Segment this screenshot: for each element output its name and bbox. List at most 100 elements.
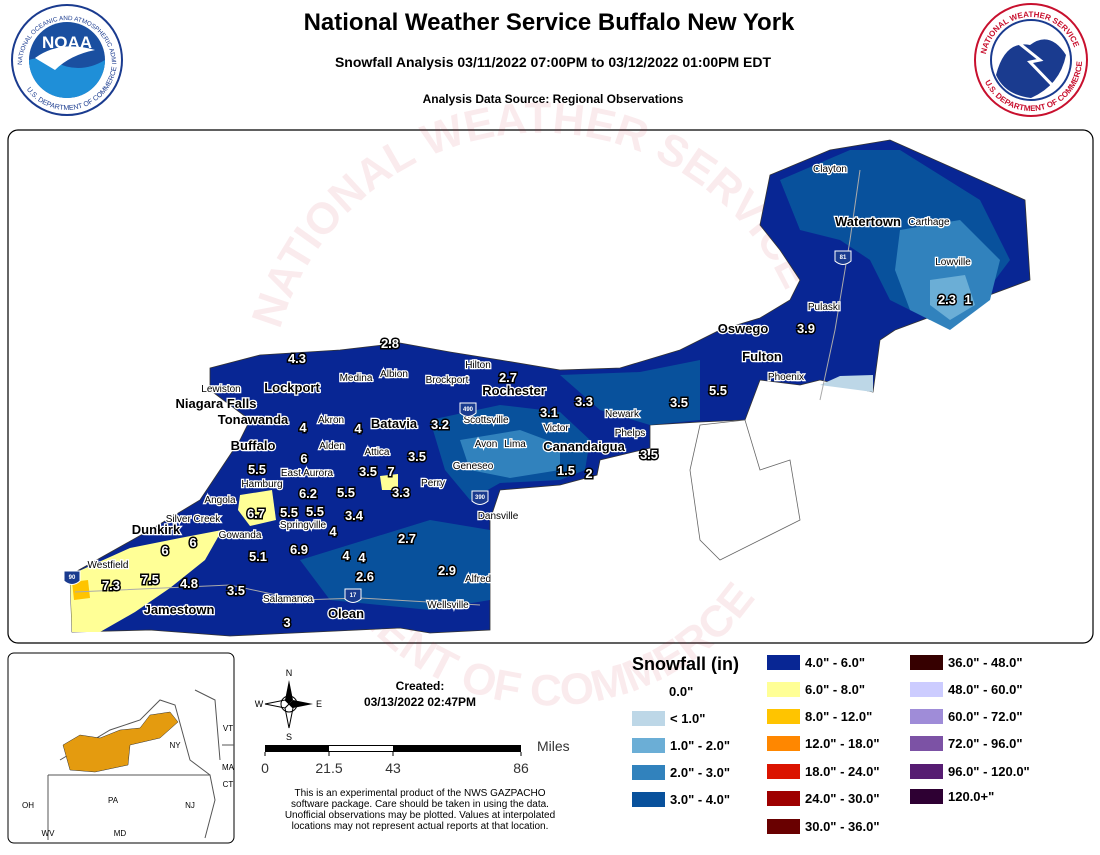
snowfall-value: 4 — [358, 550, 366, 565]
snowfall-value: 3.5 — [408, 449, 426, 464]
legend-label: 4.0" - 6.0" — [805, 655, 865, 670]
legend-swatch — [767, 764, 800, 779]
snowfall-value: 6.2 — [299, 486, 317, 501]
legend-label: 2.0" - 3.0" — [670, 765, 730, 780]
snowfall-value: 4 — [342, 548, 350, 563]
snowfall-value: 3.3 — [575, 394, 593, 409]
city-label: Medina — [340, 373, 373, 384]
city-label: Rochester — [482, 383, 546, 398]
legend-swatch — [910, 764, 943, 779]
highway-shield — [344, 588, 362, 603]
legend-label: 36.0" - 48.0" — [948, 655, 1022, 670]
inset-label: CT — [223, 780, 234, 789]
snowfall-value: 6 — [161, 543, 168, 558]
legend-swatch — [910, 789, 943, 804]
city-label: Hamburg — [241, 479, 282, 490]
snowfall-map — [69, 139, 1031, 637]
city-label: Oswego — [718, 321, 769, 336]
snowfall-value: 2 — [585, 466, 592, 481]
inset-label: MD — [114, 829, 127, 838]
snowfall-value: 4 — [299, 420, 307, 435]
city-label: Newark — [605, 409, 640, 420]
created-date: 03/13/2022 02:47PM — [364, 695, 476, 709]
legend-swatch — [910, 655, 943, 670]
snowfall-value: 5.5 — [337, 485, 355, 500]
legend-swatch — [767, 819, 800, 834]
highway-number: 81 — [840, 255, 847, 261]
legend-swatch — [632, 792, 665, 807]
city-label: Attica — [364, 447, 389, 458]
legend-swatch — [910, 736, 943, 751]
city-label: Alden — [319, 441, 345, 452]
city-label: Springville — [280, 520, 327, 531]
snowfall-value: 6.7 — [247, 506, 265, 521]
city-label: Albion — [380, 369, 408, 380]
snowfall-value: 7.5 — [141, 572, 159, 587]
snowfall-value: 5.5 — [280, 505, 298, 520]
snowfall-value: 5.5 — [248, 462, 266, 477]
city-label: Phoenix — [768, 372, 804, 383]
compass-letter: S — [286, 732, 292, 742]
snowfall-value: 1.5 — [557, 463, 575, 478]
compass-letter: N — [286, 668, 293, 678]
city-label: Dansville — [478, 511, 519, 522]
city-label: Westfield — [88, 560, 129, 571]
legend-label: 120.0+" — [948, 789, 994, 804]
scale-tick-label: 0 — [261, 760, 269, 776]
snowfall-value: 4 — [329, 524, 337, 539]
city-label: Angola — [204, 495, 236, 506]
map-labels: Clayton Watertown Carthage Lowville Pulaski O… — [63, 163, 973, 632]
city-label: Niagara Falls — [176, 396, 257, 411]
nws-logo: NATIONAL WEATHER SERVICE U.S. DEPARTMENT… — [974, 3, 1088, 117]
legend-swatch — [632, 738, 665, 753]
compass — [264, 680, 313, 729]
legend-label: 8.0" - 12.0" — [805, 709, 872, 724]
snowfall-value: 7 — [387, 464, 394, 479]
legend-swatch — [632, 765, 665, 780]
city-label: Wellsville — [427, 600, 469, 611]
snowfall-value: 2.8 — [381, 336, 399, 351]
city-label: Victor — [543, 423, 569, 434]
created-label: Created: — [396, 679, 445, 693]
snowfall-value: 7.3 — [102, 578, 120, 593]
legend-swatch — [767, 791, 800, 806]
compass-letter: W — [255, 699, 264, 709]
city-label: Olean — [328, 606, 364, 621]
snowfall-value: 3.5 — [640, 447, 658, 462]
highway-number: 90 — [69, 575, 76, 581]
snowfall-value: 4 — [354, 421, 362, 436]
highway-shield — [459, 402, 477, 417]
inset-label: WV — [42, 829, 56, 838]
snowfall-value: 3.5 — [227, 583, 245, 598]
city-label: Fulton — [742, 349, 782, 364]
snowfall-value: 5.5 — [709, 383, 727, 398]
city-label: Hilton — [465, 360, 491, 371]
disclaimer-line: Unofficial observations may be plotted. … — [285, 810, 555, 821]
legend-swatch — [910, 709, 943, 724]
city-label: Batavia — [371, 416, 418, 431]
legend-swatch — [632, 711, 665, 726]
snowfall-value: 2.6 — [356, 569, 374, 584]
legend: 0.0" < 1.0" 1.0" - 2.0" 2.0" - 3.0" 3.0" - 4… — [632, 655, 1030, 834]
legend-swatch — [767, 736, 800, 751]
city-label: Akron — [318, 415, 344, 426]
city-label: Brockport — [426, 375, 469, 386]
snowfall-value: 2.9 — [438, 563, 456, 578]
city-label: Pulaski — [808, 302, 840, 313]
city-label: Salamanca — [263, 594, 313, 605]
city-label: Dunkirk — [132, 522, 181, 537]
source: Analysis Data Source: Regional Observati… — [423, 92, 684, 106]
city-label: Tonawanda — [218, 412, 289, 427]
scale-tick-label: 86 — [513, 760, 529, 776]
snowfall-value: 3 — [283, 615, 290, 630]
city-label: Avon — [475, 439, 498, 450]
compass-letter: E — [316, 699, 322, 709]
city-label: Silver Creek — [166, 514, 221, 525]
inset-label: NJ — [185, 801, 195, 810]
scale-bar — [265, 745, 521, 752]
legend-label: 3.0" - 4.0" — [670, 792, 730, 807]
inset-label: MA — [222, 763, 235, 772]
inset-label: NY — [169, 741, 181, 750]
snowfall-value: 3.9 — [797, 321, 815, 336]
